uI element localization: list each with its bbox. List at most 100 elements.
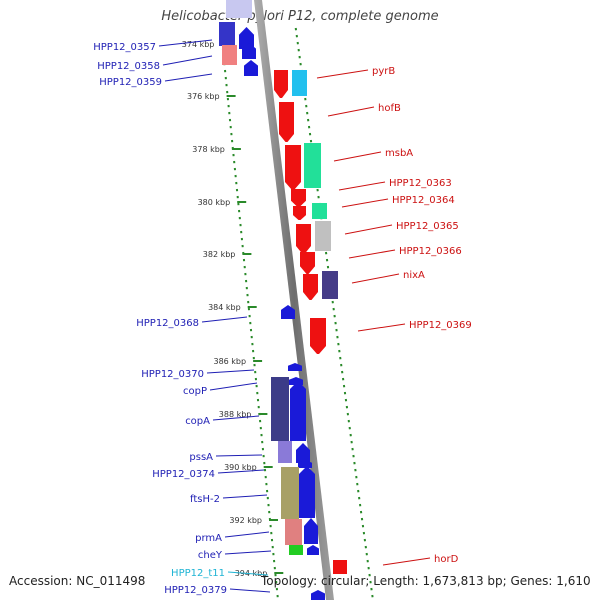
backbone-band	[254, 0, 334, 600]
tick-label: 386 kbp	[213, 357, 246, 366]
gene-label-left: HPP12_t11	[171, 568, 225, 579]
tick-label: 376 kbp	[187, 92, 220, 101]
gene-label-right: hofB	[378, 103, 401, 114]
gene-label-left: prmA	[195, 533, 222, 544]
gene-arrow-forward	[244, 60, 258, 76]
gene-label-left: HPP12_0358	[97, 61, 160, 72]
gene-arrow-reverse	[291, 189, 306, 207]
gene-leader-line	[158, 39, 213, 47]
gene-label-right: msbA	[385, 148, 413, 159]
gene-label-left: pssA	[189, 452, 213, 463]
gene-label-left: ftsH-2	[190, 494, 220, 505]
tick-label: 392 kbp	[229, 516, 262, 525]
tick-label: 374 kbp	[182, 40, 215, 49]
gene-leader-line	[212, 415, 260, 421]
gene-leader-line	[224, 550, 272, 555]
gene-leader-line	[215, 454, 263, 457]
feature-block	[285, 519, 302, 545]
gene-label-left: HPP12_0368	[136, 318, 199, 329]
gene-label-left: HPP12_0374	[152, 469, 215, 480]
gene-label-left: HPP12_0370	[141, 369, 204, 380]
gene-label-layer: HPP12_0357 HPP12_0358 HPP12_0359 HPP12_0368…	[93, 39, 472, 596]
gene-leader-line	[327, 106, 375, 117]
feature-block	[222, 45, 237, 65]
gene-label-right: horD	[434, 554, 459, 565]
tick-label: 380 kbp	[198, 198, 231, 207]
gene-leader-line	[201, 316, 248, 323]
feature-block	[226, 0, 252, 18]
gene-leader-line	[227, 571, 269, 576]
gene-arrow-reverse	[279, 102, 294, 142]
gene-arrow-forward	[281, 305, 295, 319]
genome-backbone	[254, 0, 334, 600]
gene-arrow-reverse	[293, 206, 306, 220]
feature-block	[312, 203, 327, 219]
gene-leader-line	[224, 531, 270, 538]
gene-label-right: HPP12_0363	[389, 178, 452, 189]
feature-block	[281, 467, 299, 519]
gene-leader-line	[357, 323, 406, 332]
gene-label-left: HPP12_0357	[93, 42, 156, 53]
gene-leader-line	[162, 55, 213, 66]
tick-label: 390 kbp	[224, 463, 257, 472]
gene-leader-line	[222, 494, 268, 499]
gene-arrow-forward	[307, 545, 319, 555]
feature-track	[219, 0, 347, 600]
gene-label-left: HPP12_0359	[99, 77, 162, 88]
gene-leader-line	[217, 469, 265, 474]
gene-leader-line	[209, 382, 258, 391]
gene-arrow-reverse	[296, 224, 311, 254]
gene-label-left: copP	[183, 386, 207, 397]
gene-label-left: copA	[185, 416, 210, 427]
gene-leader-line	[341, 198, 389, 208]
gene-arrow-forward	[299, 466, 315, 518]
tick-label: 382 kbp	[203, 250, 236, 259]
tick-label: 384 kbp	[208, 303, 241, 312]
feature-block	[278, 441, 292, 463]
feature-block	[271, 377, 289, 441]
feature-block	[304, 143, 321, 188]
tick-label: 388 kbp	[219, 410, 252, 419]
gene-arrow-forward	[304, 518, 318, 544]
feature-block	[289, 545, 303, 555]
gene-arrow-forward	[290, 381, 306, 441]
gene-arrow-forward	[242, 43, 256, 59]
gene-leader-line	[348, 249, 396, 259]
feature-block	[292, 70, 307, 96]
gene-arrow-forward	[296, 443, 310, 463]
gene-arrow-forward	[288, 363, 302, 371]
gene-leader-line	[382, 557, 431, 566]
gene-block	[333, 560, 347, 574]
gene-label-right: HPP12_0369	[409, 320, 472, 331]
gene-arrow-reverse	[285, 145, 301, 190]
gene-arrow-reverse	[303, 274, 318, 300]
gene-arrow-reverse	[300, 252, 315, 274]
gene-arrow-reverse	[274, 70, 288, 98]
genome-summary-text: Topology: circular; Length: 1,673,813 bp…	[261, 574, 591, 588]
feature-block	[315, 221, 331, 251]
gene-label-right: HPP12_0366	[399, 246, 462, 257]
gene-leader-line	[316, 69, 369, 79]
gene-leader-line	[338, 181, 386, 191]
gene-label-left: cheY	[198, 550, 223, 561]
tick-label: 378 kbp	[192, 145, 225, 154]
gene-leader-line	[229, 588, 271, 593]
gene-label-right: HPP12_0365	[396, 221, 459, 232]
gene-arrow-reverse	[310, 318, 326, 354]
gene-leader-line	[333, 151, 382, 162]
gene-label-right: HPP12_0364	[392, 195, 455, 206]
gene-block	[219, 22, 235, 46]
gene-arrow-forward	[239, 27, 254, 49]
gene-arrow-forward	[311, 590, 325, 600]
gene-label-left: HPP12_0379	[164, 585, 227, 596]
gene-leader-line	[351, 273, 400, 284]
gene-leader-line	[164, 73, 213, 82]
gene-label-right: nixA	[403, 270, 425, 281]
gene-leader-line	[206, 369, 255, 374]
gene-label-right: pyrB	[372, 66, 395, 77]
gene-leader-line	[344, 224, 393, 235]
accession-text: Accession: NC_011498	[9, 574, 146, 588]
feature-block	[322, 271, 338, 299]
